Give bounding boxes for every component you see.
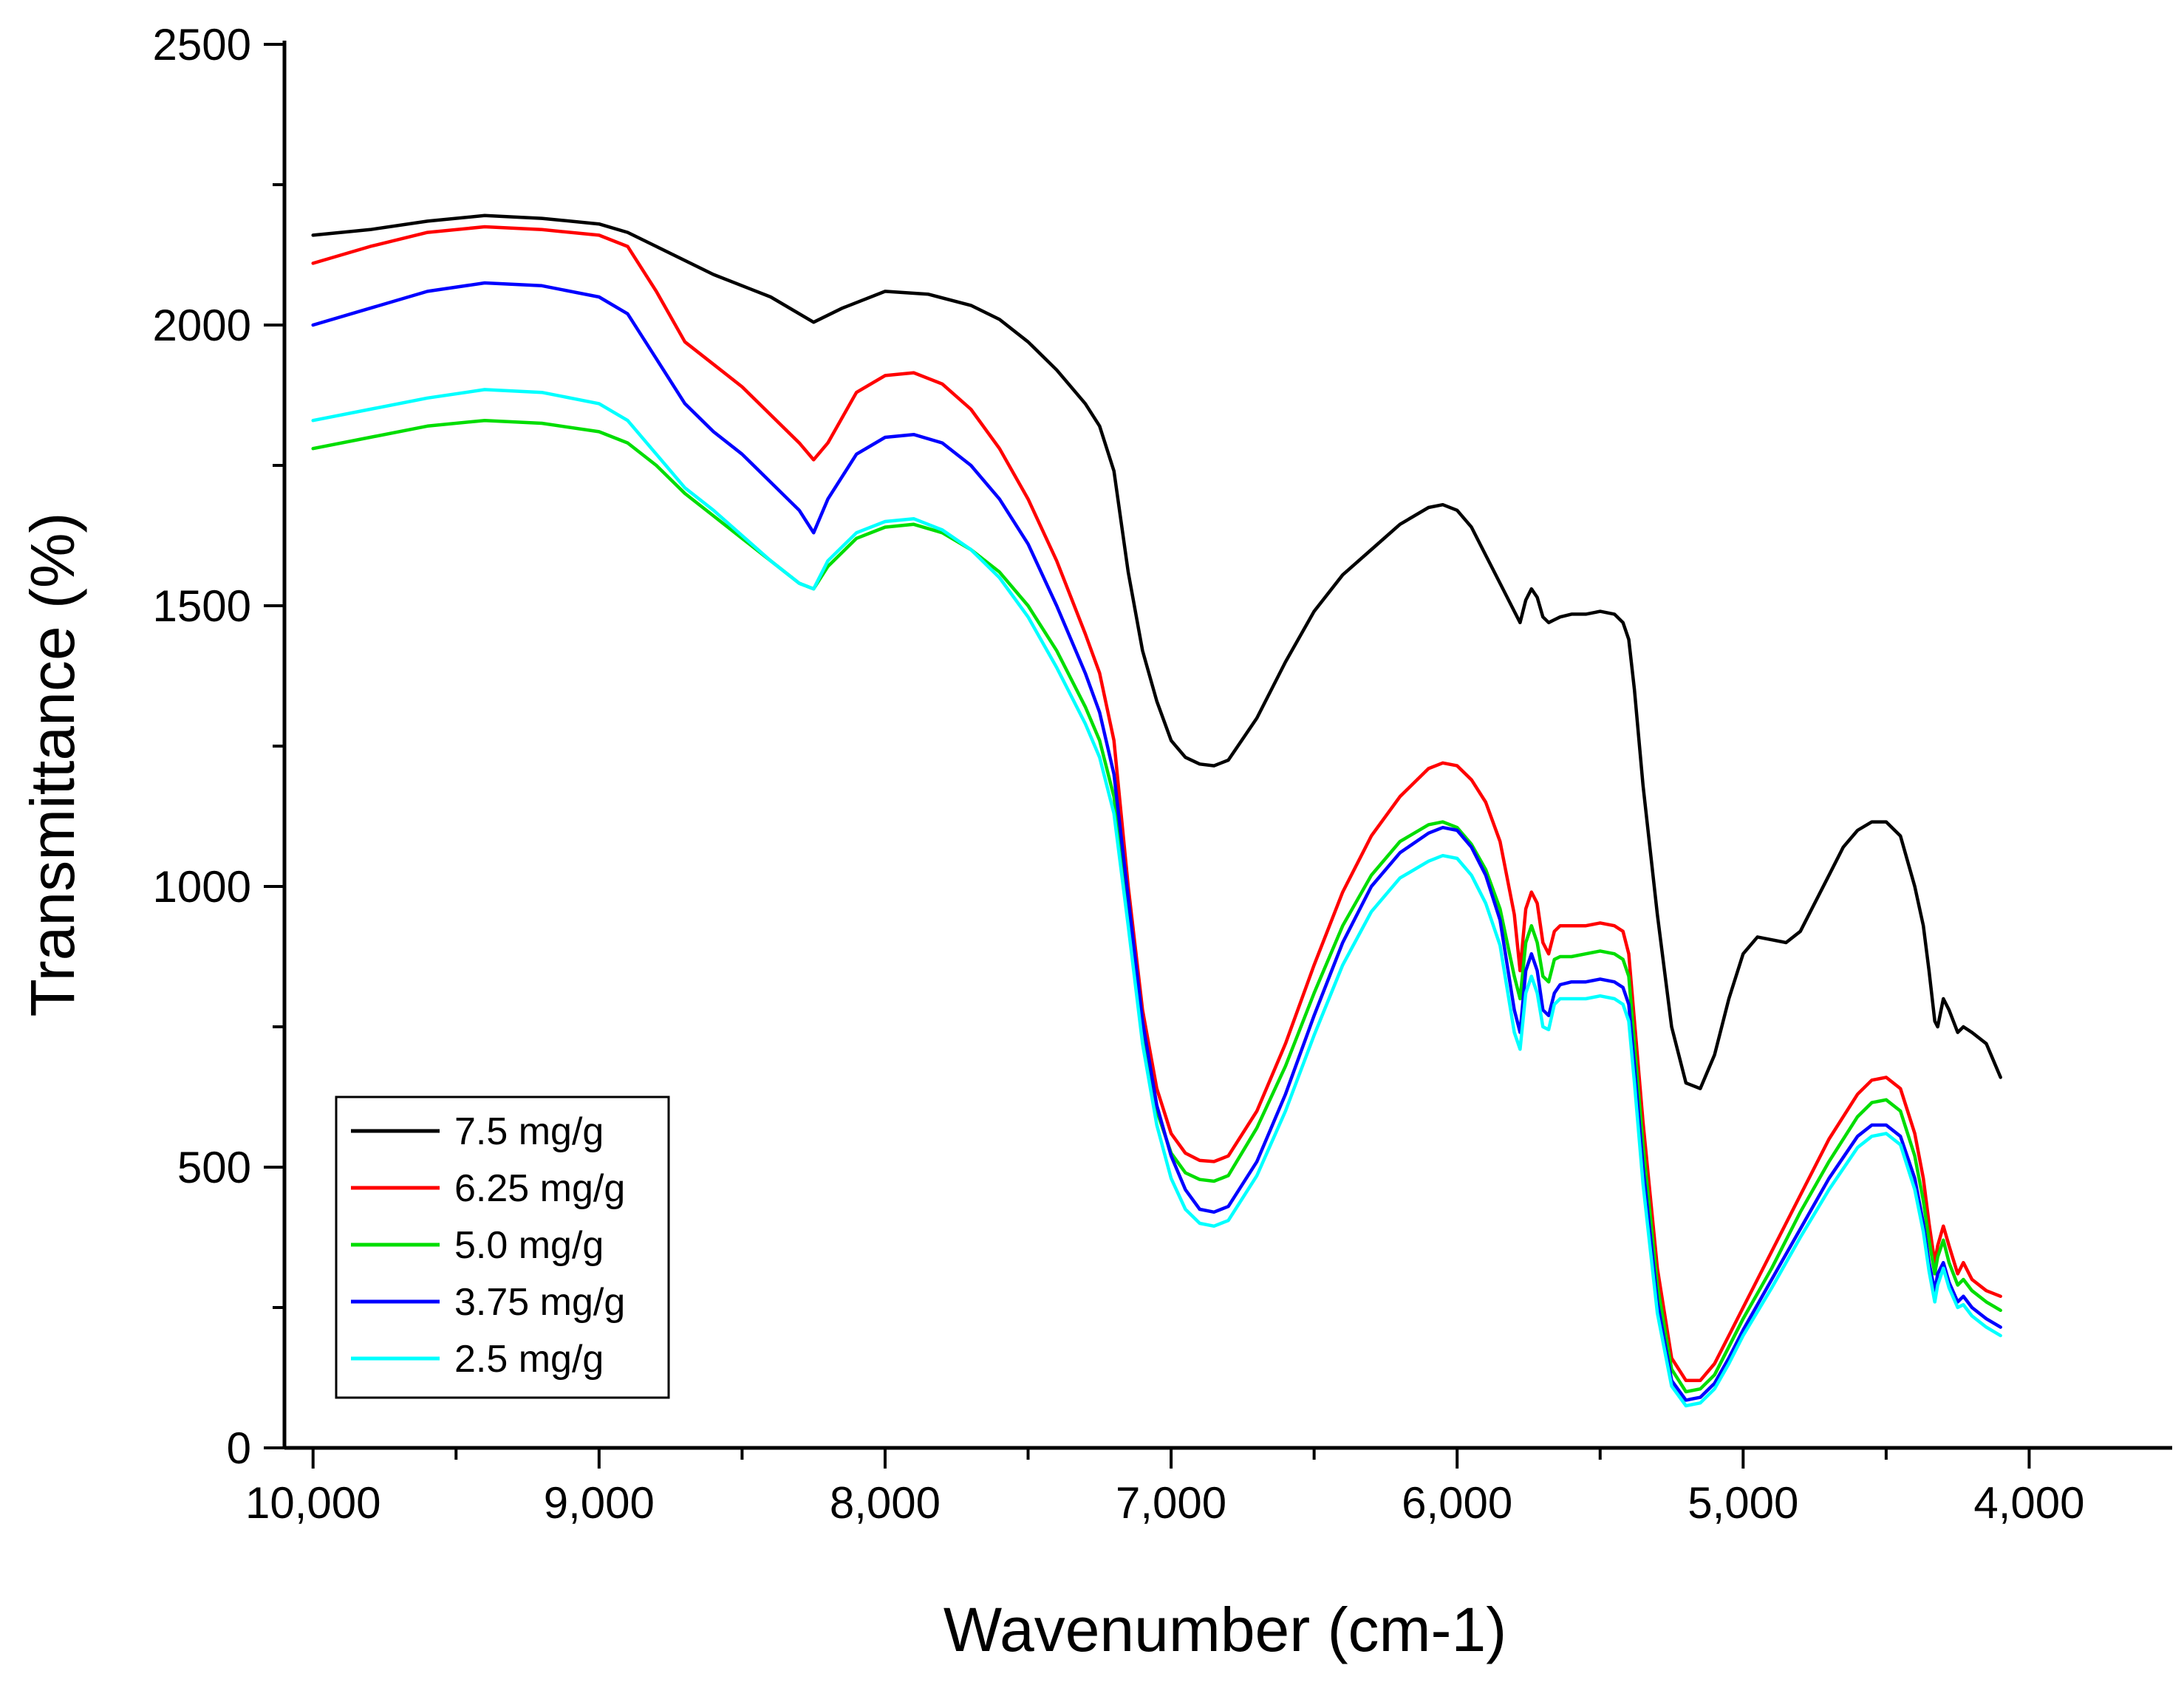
y-tick-label: 1500 xyxy=(153,581,251,631)
series-line-4 xyxy=(311,388,2002,1408)
y-axis-title: Transmittance (%) xyxy=(18,512,87,1016)
y-tick-label: 1000 xyxy=(153,862,251,912)
x-tick-label: 5,000 xyxy=(1688,1478,1798,1528)
axes-layer: 0 500 1000 1500 2000 2500 10,000 9,000 8,000 7,00… xyxy=(153,20,2172,1528)
y-tick-label: 0 xyxy=(227,1423,251,1473)
x-tick-label: 9,000 xyxy=(544,1478,655,1528)
y-tick-label: 2500 xyxy=(153,20,251,69)
x-tick-label: 10,000 xyxy=(245,1478,381,1528)
legend-label-4: 2.5 mg/g xyxy=(454,1338,604,1381)
legend: 7.5 mg/g 6.25 mg/g 5.0 mg/g 3.75 mg/g 2.5 mg… xyxy=(335,1096,670,1399)
series-line-0 xyxy=(311,213,2002,1090)
series-line-1 xyxy=(311,225,2002,1383)
legend-label-3: 3.75 mg/g xyxy=(454,1281,625,1324)
series-line-2 xyxy=(311,418,2002,1394)
x-axis-title: Wavenumber (cm-1) xyxy=(943,1595,1506,1664)
y-tick-label: 2000 xyxy=(153,301,251,350)
y-tick-label: 500 xyxy=(177,1143,251,1192)
legend-label-2: 5.0 mg/g xyxy=(454,1224,604,1267)
legend-label-1: 6.25 mg/g xyxy=(454,1167,625,1210)
legend-box xyxy=(335,1096,670,1399)
series-layer xyxy=(311,213,2002,1408)
series-line-3 xyxy=(311,281,2002,1402)
legend-label-0: 7.5 mg/g xyxy=(454,1110,604,1153)
x-tick-label: 4,000 xyxy=(1973,1478,2084,1528)
x-tick-label: 7,000 xyxy=(1116,1478,1226,1528)
x-tick-label: 6,000 xyxy=(1402,1478,1512,1528)
x-tick-label: 8,000 xyxy=(830,1478,941,1528)
